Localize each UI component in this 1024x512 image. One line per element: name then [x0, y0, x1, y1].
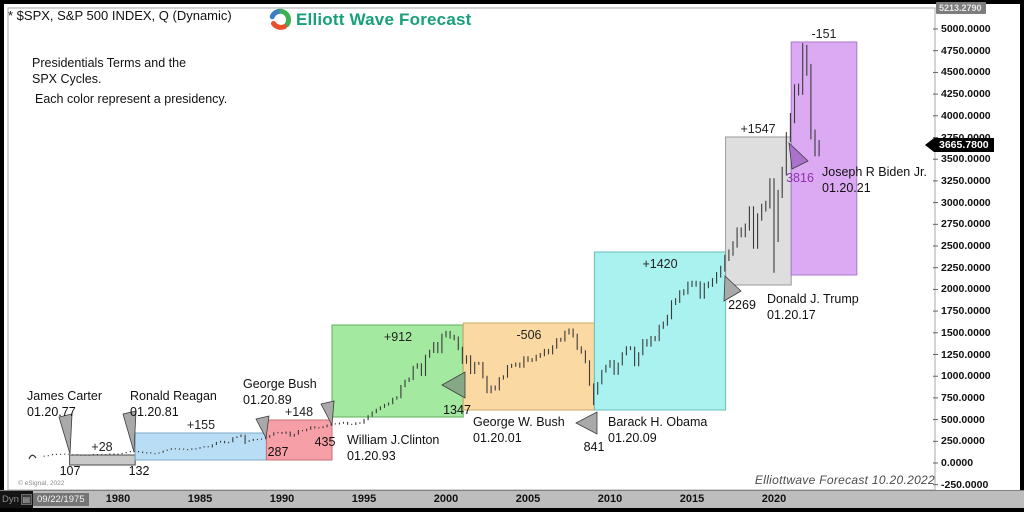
- chart-title: * $SPX, S&P 500 INDEX, Q (Dynamic): [8, 8, 232, 23]
- price-axis-label: 1500.0000: [941, 327, 991, 339]
- all-time-high-tag: 5213.2790: [936, 2, 986, 14]
- axis-mode-label: Dyn: [2, 494, 19, 505]
- price-axis-label: 3000.0000: [941, 197, 991, 209]
- price-axis-label: 500.0000: [941, 414, 985, 426]
- annotation-color-note: Each color represent a presidency.: [35, 92, 228, 106]
- price-axis-label: 4000.0000: [941, 110, 991, 122]
- year-axis-label: 2020: [761, 493, 787, 505]
- axis-mode-control[interactable]: Dyn ▤: [0, 491, 33, 508]
- annotation-line-2: SPX Cycles.: [32, 72, 102, 86]
- price-axis-label: 3250.0000: [941, 175, 991, 187]
- brand-logo: Elliott Wave Forecast: [268, 8, 472, 32]
- price-axis-label: 1000.0000: [941, 370, 991, 382]
- price-axis-label: 4500.0000: [941, 66, 991, 78]
- price-axis-label: 2250.0000: [941, 262, 991, 274]
- annotation-presidential-terms: Presidentials Terms and the SPX Cycles.: [32, 55, 186, 87]
- year-axis-label: 2000: [433, 493, 459, 505]
- year-axis-label: 1995: [351, 493, 377, 505]
- year-axis-label: 1990: [269, 493, 295, 505]
- price-axis-label: 750.0000: [941, 392, 985, 404]
- forecast-watermark: Elliottwave Forecast 10.20.2022: [754, 473, 935, 487]
- axis-settings-icon[interactable]: ▤: [20, 494, 32, 505]
- price-axis-label: 5000.0000: [941, 23, 991, 35]
- price-axis-label: 250.0000: [941, 435, 985, 447]
- year-axis-label: 2005: [515, 493, 541, 505]
- brand-name: Elliott Wave Forecast: [296, 10, 472, 29]
- esignal-copyright: © eSignal, 2022: [18, 480, 65, 487]
- annotation-line-1: Presidentials Terms and the: [32, 56, 187, 70]
- price-axis-label: 2750.0000: [941, 218, 991, 230]
- year-axis-label: 1980: [105, 493, 131, 505]
- year-axis-label: 2015: [679, 493, 705, 505]
- price-axis-label: 4750.0000: [941, 45, 991, 57]
- price-axis-label: 1250.0000: [941, 349, 991, 361]
- last-price-value: 3665.7800: [934, 138, 994, 152]
- price-tag-arrow-icon: [925, 138, 934, 152]
- time-axis-bar[interactable]: Dyn ▤ 09/22/1975 1980 1985 1990 1995 2000 200…: [0, 490, 1024, 508]
- price-axis-label: 4250.0000: [941, 88, 991, 100]
- price-axis-label: 3500.0000: [941, 153, 991, 165]
- price-axis-label: -250.0000: [941, 479, 989, 491]
- year-axis-label: 1985: [187, 493, 213, 505]
- price-axis-label: 1750.0000: [941, 305, 991, 317]
- price-axis-label: 0.0000: [941, 457, 974, 469]
- elliott-wave-swirl-icon: [269, 8, 292, 30]
- first-date-box[interactable]: 09/22/1975: [33, 493, 89, 506]
- price-axis-label: 3750.0000: [941, 132, 991, 144]
- year-axis-label: 2010: [597, 493, 623, 505]
- price-axis-label: 2500.0000: [941, 240, 991, 252]
- price-axis-label: 2000.0000: [941, 283, 991, 295]
